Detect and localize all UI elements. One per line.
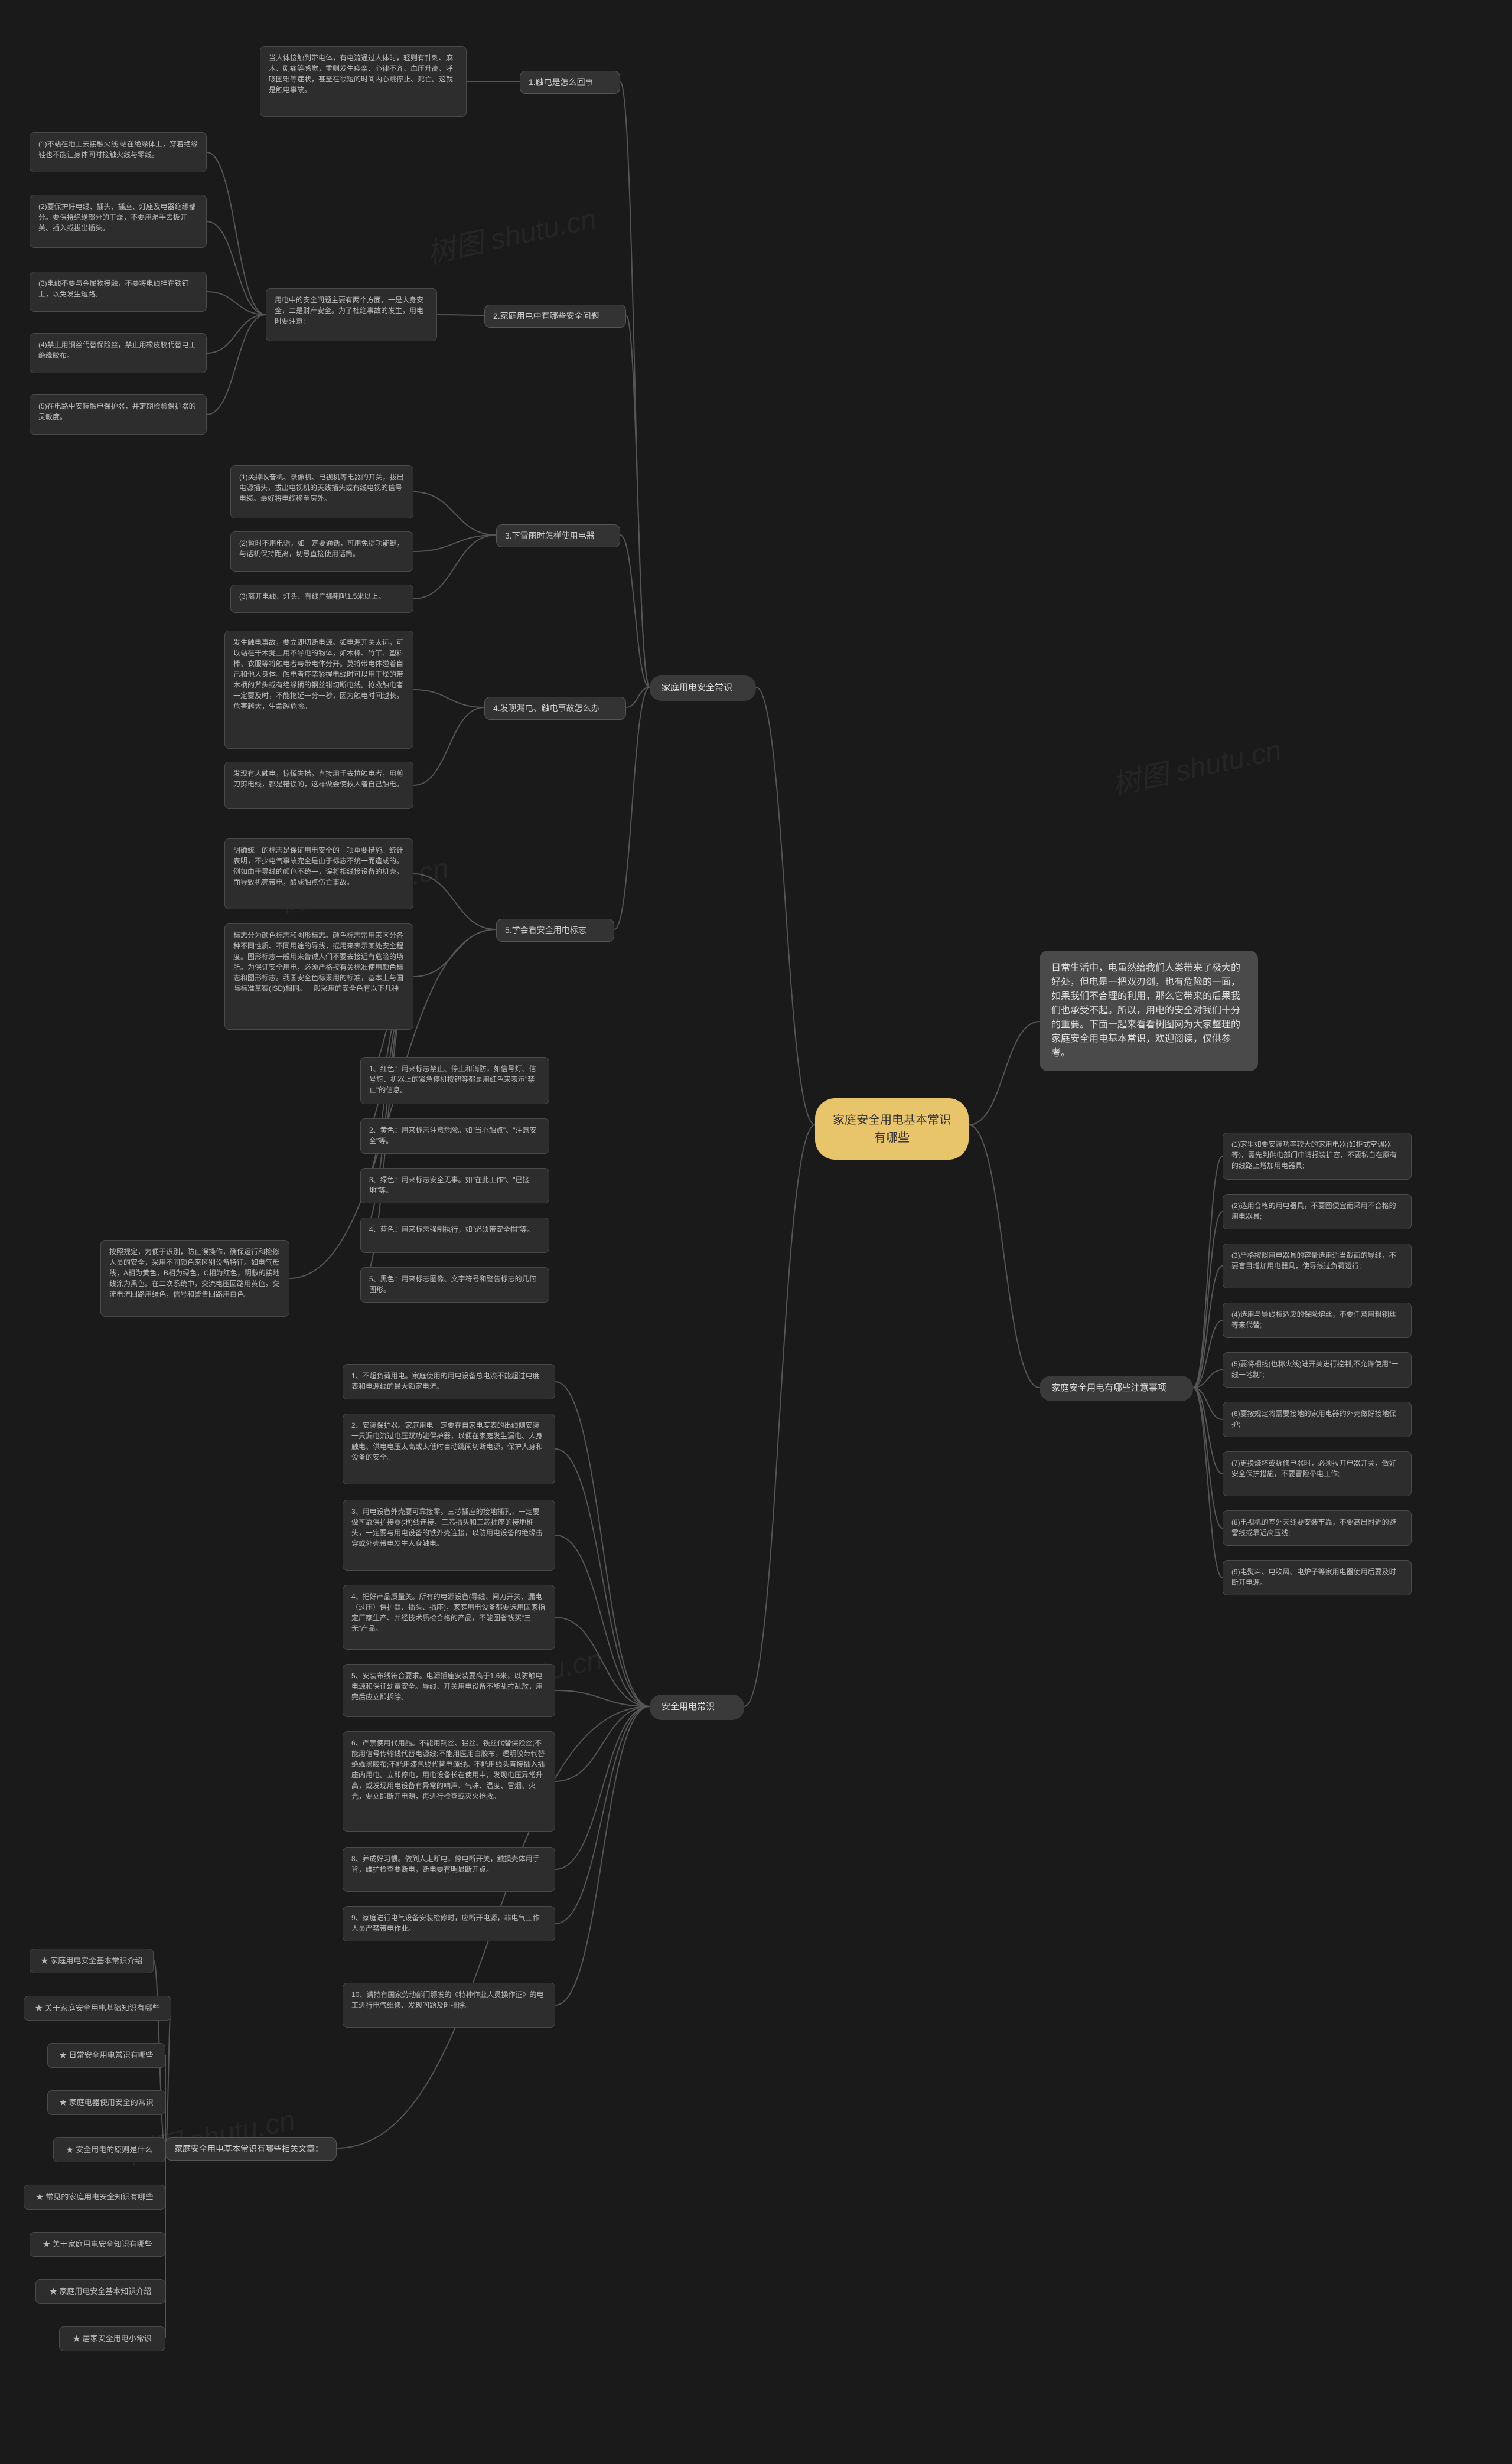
sub-node: (6)要按规定将需要接地的家用电器的外壳做好接地保护; [1223,1402,1412,1437]
sub-node: 1、不超负荷用电。家庭使用的用电设备总电流不能超过电度表和电源线的最大额定电流。 [343,1364,555,1399]
leaf-node: ★ 关于家庭安全用电基础知识有哪些 [24,1996,171,2021]
leaf-node: 发生触电事故，要立即切断电源。如电源开关太远，可以站在干木凳上用不导电的物体，如… [224,631,413,749]
leaf-node: 当人体接触到带电体，有电流通过人体时，轻则有针刺、麻木、剧痛等感觉，重则发生痉挛… [260,46,467,117]
sub-node: (2)选用合格的用电器具，不要图便宜而采用不合格的用电器具; [1223,1194,1412,1229]
leaf-node: ★ 家庭用电安全基本常识介绍 [30,1949,154,1973]
mindmap-root: 家庭安全用电基本常识有哪些 [815,1098,969,1160]
leaf-node: (3)电线不要与金属物接触，不要将电线挂在铁钉上，以免发生短路。 [30,272,207,312]
leaf-node: 明确统一的标志是保证用电安全的一项重要措施。统计表明，不少电气事故完全是由于标志… [224,838,413,909]
intro-paragraph: 日常生活中，电虽然给我们人类带来了极大的好处，但电是一把双刃剑，也有危险的一面，… [1040,951,1258,1071]
sub-node: (3)严格按照用电器具的容量选用适当截面的导线，不要盲目增加用电器具，使导线过负… [1223,1244,1412,1288]
sub-node: 5、安装布线符合要求。电源插座安装要高于1.6米，以防触电电源和保证幼童安全。导… [343,1664,555,1717]
leaf-node: 1、红色：用来标志禁止、停止和消防，如信号灯、信号旗、机器上的紧急停机按钮等都是… [360,1057,549,1104]
sub-node: 家庭安全用电基本常识有哪些相关文章： [165,2137,337,2161]
leaf-node: ★ 常见的家庭用电安全知识有哪些 [24,2185,165,2210]
sub-node: (1)家里如要安装功率较大的家用电器(如柜式空调器等)，需先到供电部门申请报装扩… [1223,1133,1412,1180]
leaf-node: ★ 家庭电器使用安全的常识 [47,2090,165,2115]
sub-node: 8、养成好习惯。做到人走断电，停电断开关，触摸壳体用手背，维护检查要断电，断电要… [343,1847,555,1892]
leaf-node: 4、蓝色：用来标志强制执行，如"必须带安全帽"等。 [360,1218,549,1253]
sub-node: 4.发现漏电、触电事故怎么办 [484,697,626,720]
sub-node: (8)电视机的室外天线要安装牢靠，不要高出附近的避雷线或靠近高压线; [1223,1510,1412,1546]
leaf-node: 2、黄色：用来标志注意危险。如"当心触点"、"注意安全"等。 [360,1118,549,1154]
sub-node: 10、请持有国家劳动部门颁发的《特种作业人员操作证》的电工进行电气维修、发现问题… [343,1983,555,2028]
sub-node: 6、严禁使用代用品。不能用铜丝、铝丝、铁丝代替保险丝;不能用信号传输线代替电源线… [343,1731,555,1832]
sub-node: (7)更换烧坏或拆修电器时，必须拉开电器开关，做好安全保护措施，不要冒险带电工作… [1223,1451,1412,1496]
leaf-node: ★ 居家安全用电小常识 [59,2326,165,2351]
sub-node: 5.学会看安全用电标志 [496,919,614,942]
sub-node: 1.触电是怎么回事 [520,71,620,94]
leaf-node: (3)离开电线、灯头、有线广播喇叭1.5米以上。 [230,585,413,613]
leaf-node: ★ 关于家庭用电安全知识有哪些 [30,2232,165,2257]
leaf-node: (4)禁止用铜丝代替保险丝，禁止用橡皮胶代替电工绝缘胶布。 [30,333,207,373]
leaf-node: 按照规定，为便于识别，防止误操作，确保运行和检修人员的安全，采用不同颜色来区别设… [100,1240,289,1317]
leaf-node: (2)要保护好电线、插头、插座、灯座及电器绝缘部分。要保持绝缘部分的干燥，不要用… [30,195,207,248]
leaf-node: (1)关掉收音机、录像机、电视机等电器的开关，拔出电源插头，拔出电视机的天线插头… [230,465,413,518]
leaf-node: 用电中的安全问题主要有两个方面，一是人身安全，二是财产安全。为了杜绝事故的发生，… [266,288,437,341]
sub-node: (4)选用与导线相适应的保险熔丝，不要任意用粗铜丝等来代替; [1223,1303,1412,1338]
branch-node: 家庭安全用电有哪些注意事项 [1040,1376,1193,1401]
leaf-node: 发现有人触电，惊慌失措，直接用手去拉触电者，用剪刀剪电线，都是错误的，这样做会使… [224,762,413,809]
sub-node: 3.下雷雨时怎样使用电器 [496,524,620,547]
sub-node: 4、把好产品质量关。所有的电源设备(导线、闸刀开关、漏电（过压）保护器、插头、插… [343,1585,555,1650]
leaf-node: ★ 家庭用电安全基本知识介绍 [35,2279,165,2304]
sub-node: 9、家庭进行电气设备安装检修时，应断开电源，非电气工作人员严禁带电作业。 [343,1906,555,1941]
leaf-node: 3、绿色：用来标志安全无事。如"在此工作"、"已接地"等。 [360,1168,549,1203]
leaf-node: 5、黑色：用来标志图像、文字符号和警告标志的几何图形。 [360,1267,549,1303]
sub-node: 3、用电设备外壳要可靠接零。三芯插座的接地插孔，一定要做可靠保护接零(地)线连接… [343,1500,555,1571]
leaf-node: (5)在电路中安装触电保护器，并定期检验保护器的灵敏度。 [30,394,207,435]
leaf-node: ★ 日常安全用电常识有哪些 [47,2043,165,2068]
branch-node: 家庭用电安全常识 [650,675,756,701]
sub-node: 2、安装保护器。家庭用电一定要在自家电度表的出线侧安装一只漏电流过电压双功能保护… [343,1414,555,1484]
sub-node: (9)电熨斗、电吹风、电炉子等家用电器使用后要及时断开电源。 [1223,1560,1412,1595]
sub-node: (5)要将相线(也称火线)进开关进行控制,不允许使用"一线一地制"; [1223,1352,1412,1388]
leaf-node: (1)不站在地上去接触火线;站在绝缘体上，穿着绝缘鞋也不能让身体同时接触火线与零… [30,132,207,172]
leaf-node: ★ 安全用电的原则是什么 [53,2137,165,2162]
sub-node: 2.家庭用电中有哪些安全问题 [484,305,626,328]
leaf-node: (2)暂时不用电话，如一定要通话，可用免提功能键，与话机保持距离，切忌直接使用话… [230,531,413,572]
leaf-node: 标志分为颜色标志和图形标志。颜色标志常用来区分各种不同性质、不同用途的导线，或用… [224,923,413,1030]
branch-node: 安全用电常识 [650,1695,744,1720]
